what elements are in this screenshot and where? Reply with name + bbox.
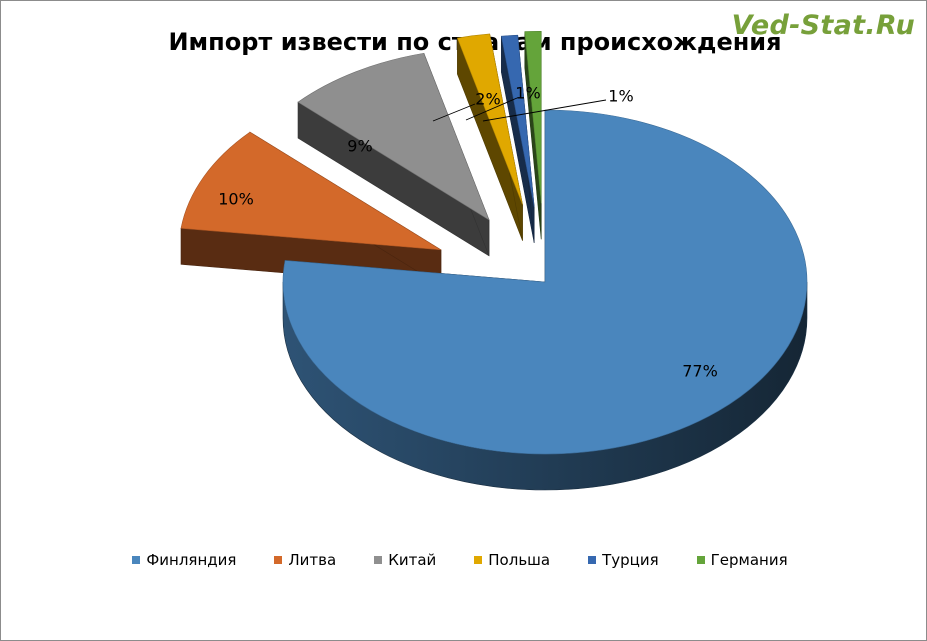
pie-slice-3	[456, 33, 523, 241]
legend-item-1: Литва	[274, 551, 336, 569]
legend-swatch	[374, 556, 383, 564]
legend-swatch	[474, 556, 483, 564]
data-label-3: 2%	[475, 90, 500, 109]
legend-label: Германия	[710, 551, 788, 569]
legend-label: Финляндия	[146, 551, 237, 569]
label-leader-4	[465, 97, 518, 121]
pie-slice-1	[180, 131, 442, 287]
legend-label: Китай	[388, 551, 437, 569]
data-label-0: 77%	[682, 362, 718, 381]
legend-label: Польша	[488, 551, 551, 569]
legend-item-3: Польша	[474, 551, 550, 569]
legend-item-5: Германия	[696, 551, 788, 569]
legend-item-4: Турция	[588, 551, 659, 569]
chart-legend: Финляндия Литва Китай Польша Турция Германия	[60, 551, 860, 569]
legend-swatch	[588, 556, 597, 564]
pie-slice-2	[297, 52, 490, 257]
legend-item-0: Финляндия	[132, 551, 236, 569]
pie-slice-0	[282, 109, 808, 491]
data-label-2: 9%	[347, 137, 372, 156]
data-label-1: 10%	[218, 190, 254, 209]
label-leader-5	[482, 99, 607, 122]
legend-item-2: Китай	[374, 551, 436, 569]
legend-swatch	[274, 556, 283, 564]
watermark: Ved-Stat.Ru	[731, 10, 915, 41]
data-label-5: 1%	[608, 87, 633, 106]
legend-label: Турция	[602, 551, 659, 569]
pie-slice-5	[524, 30, 542, 240]
label-leader-3	[432, 103, 476, 122]
legend-label: Литва	[288, 551, 337, 569]
pie-slice-4	[500, 34, 535, 243]
legend-swatch	[132, 556, 141, 564]
data-label-4: 1%	[515, 84, 540, 103]
legend-swatch	[696, 556, 705, 564]
